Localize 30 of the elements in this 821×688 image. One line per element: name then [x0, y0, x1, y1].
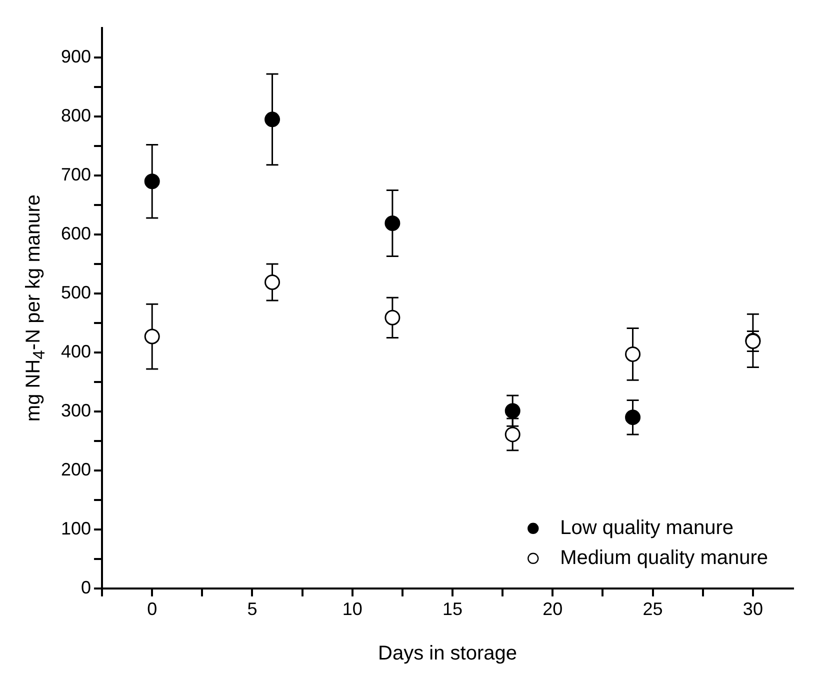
x-tick-label: 0 [147, 599, 158, 620]
y-tick-label: 100 [60, 518, 92, 538]
x-tick-label: 30 [742, 599, 763, 620]
y-tick-label: 300 [60, 400, 92, 420]
x-axis-title: Days in storage [378, 642, 517, 665]
point [144, 174, 160, 190]
y-tick-label: 200 [60, 459, 92, 480]
legend-label: Medium quality manure [560, 546, 768, 569]
y-tick-label: 700 [60, 164, 92, 184]
x-tick-label: 25 [642, 599, 663, 620]
y-tick-label: 0 [81, 577, 92, 598]
y-tick-label: 500 [60, 282, 92, 302]
point [504, 426, 520, 442]
x-tick-label: 15 [442, 599, 463, 620]
point [625, 410, 641, 426]
y-tick-label: 800 [60, 105, 92, 126]
point [264, 112, 280, 128]
point [504, 403, 520, 419]
point [625, 346, 641, 362]
y-tick-label: 400 [60, 341, 92, 362]
point [384, 216, 400, 232]
y-tick-label: 900 [60, 46, 92, 66]
point [384, 310, 400, 326]
point [264, 274, 280, 290]
legend-label: Low quality manure [560, 516, 734, 539]
x-tick-label: 10 [342, 599, 362, 620]
x-tick-label: 20 [542, 599, 563, 620]
y-tick-label: 600 [60, 223, 92, 244]
point [144, 328, 160, 344]
x-tick-label: 5 [247, 599, 258, 620]
